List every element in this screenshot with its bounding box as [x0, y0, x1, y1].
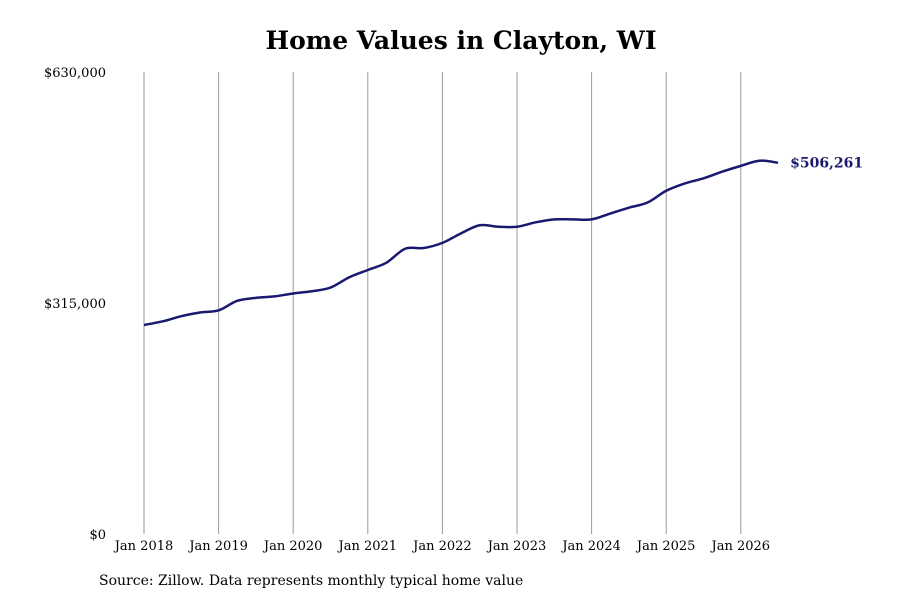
y-tick-label: $630,000 — [44, 66, 106, 81]
x-tick-label: Jan 2022 — [411, 539, 472, 554]
x-tick-label: Jan 2025 — [635, 539, 696, 554]
x-tick-label: Jan 2018 — [113, 539, 174, 554]
source-note: Source: Zillow. Data represents monthly … — [99, 573, 524, 589]
x-tick-label: Jan 2026 — [710, 539, 771, 554]
x-tick-label: Jan 2020 — [262, 539, 323, 554]
series-line — [143, 159, 779, 327]
x-tick-label: Jan 2021 — [337, 539, 398, 554]
y-tick-label: $0 — [89, 528, 106, 543]
chart-title: Home Values in Clayton, WI — [265, 26, 657, 55]
x-tick-label: Jan 2019 — [187, 539, 248, 554]
grid-lines — [143, 72, 742, 534]
y-tick-label: $315,000 — [44, 297, 106, 312]
series-layer: $506,261 — [143, 156, 863, 327]
end-value-label: $506,261 — [790, 156, 863, 172]
tick-labels: Jan 2018 Jan 2019 Jan 2020 Jan 2021 Jan 2022… — [44, 66, 770, 554]
x-tick-label: Jan 2024 — [560, 539, 621, 554]
x-tick-label: Jan 2023 — [486, 539, 547, 554]
